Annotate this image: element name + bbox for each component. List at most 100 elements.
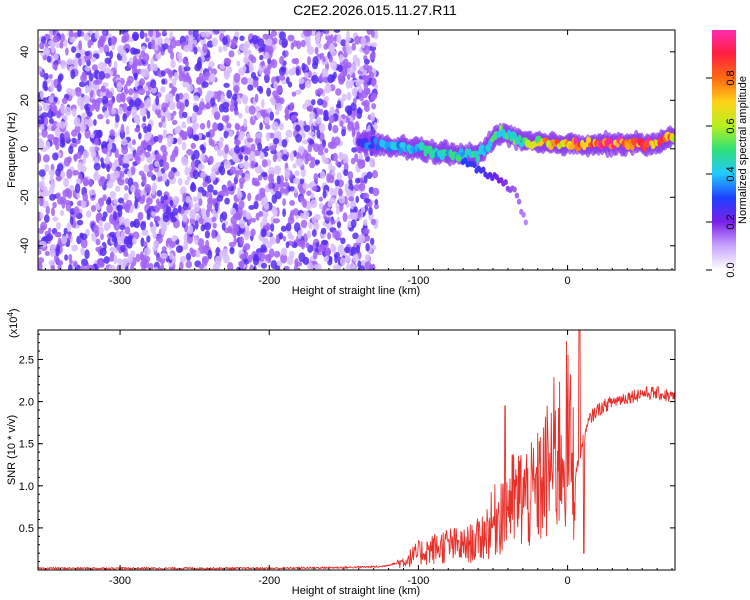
noise-speckle — [66, 189, 73, 199]
noise-speckle — [146, 214, 151, 221]
noise-speckle — [365, 235, 370, 242]
noise-speckle — [150, 39, 156, 50]
noise-speckle — [202, 244, 209, 254]
noise-speckle — [124, 225, 131, 235]
noise-speckle — [141, 229, 149, 236]
noise-speckle — [233, 213, 241, 219]
noise-speckle — [235, 169, 239, 180]
noise-speckle — [47, 227, 52, 234]
noise-speckle — [293, 177, 300, 185]
noise-speckle — [285, 241, 290, 249]
noise-speckle — [305, 242, 310, 249]
noise-speckle — [290, 114, 297, 122]
noise-speckle — [342, 70, 348, 77]
noise-speckle — [353, 88, 358, 98]
noise-speckle — [116, 81, 123, 92]
noise-speckle — [293, 222, 301, 233]
noise-speckle — [373, 30, 379, 40]
noise-speckle — [162, 30, 167, 35]
noise-speckle — [357, 159, 365, 169]
noise-speckle — [284, 187, 289, 195]
noise-speckle — [369, 52, 376, 61]
noise-speckle — [323, 109, 329, 118]
noise-speckle — [121, 145, 129, 155]
noise-speckle — [38, 104, 42, 111]
noise-speckle — [103, 110, 110, 118]
noise-speckle — [137, 211, 144, 221]
noise-speckle — [343, 169, 349, 177]
noise-speckle — [364, 261, 372, 270]
noise-speckle — [204, 103, 212, 110]
noise-speckle — [96, 97, 104, 104]
noise-speckle — [52, 216, 59, 222]
noise-speckle — [263, 238, 268, 245]
noise-speckle — [113, 170, 120, 179]
noise-speckle — [78, 58, 83, 67]
noise-speckle — [212, 222, 217, 229]
ridge-point — [398, 146, 403, 154]
noise-speckle — [162, 150, 168, 157]
noise-speckle — [182, 192, 187, 203]
noise-speckle — [81, 57, 85, 66]
noise-speckle — [117, 236, 125, 245]
noise-speckle — [105, 119, 110, 125]
noise-speckle — [107, 142, 113, 151]
noise-speckle — [358, 79, 365, 85]
noise-speckle — [39, 240, 47, 248]
noise-speckle — [243, 55, 250, 64]
noise-speckle — [111, 107, 116, 115]
noise-speckle — [45, 34, 51, 40]
noise-speckle — [136, 145, 144, 156]
noise-speckle — [211, 229, 216, 239]
noise-speckle — [63, 227, 68, 235]
noise-speckle — [223, 130, 229, 139]
branch-point — [512, 186, 517, 193]
noise-speckle — [183, 240, 189, 251]
noise-speckle — [327, 200, 333, 208]
noise-speckle — [372, 187, 380, 197]
noise-speckle — [315, 241, 320, 248]
noise-speckle — [147, 263, 154, 270]
noise-speckle — [122, 202, 126, 210]
y-tick-label: 0.5 — [19, 523, 34, 535]
noise-speckle — [307, 56, 311, 66]
noise-speckle — [302, 139, 309, 145]
noise-speckle — [269, 145, 277, 151]
noise-speckle — [259, 54, 264, 61]
ridge-point — [606, 137, 613, 145]
noise-speckle — [302, 103, 308, 110]
noise-speckle — [196, 77, 203, 85]
noise-speckle — [208, 76, 213, 83]
noise-speckle — [164, 68, 172, 74]
noise-speckle — [195, 249, 201, 258]
noise-speckle — [271, 121, 279, 131]
noise-speckle — [167, 135, 174, 145]
noise-speckle — [63, 157, 71, 167]
noise-speckle — [137, 60, 143, 67]
noise-speckle — [70, 69, 76, 80]
noise-speckle — [154, 266, 159, 270]
noise-speckle — [282, 198, 286, 207]
noise-speckle — [192, 134, 200, 141]
noise-speckle — [298, 120, 304, 127]
noise-speckle — [232, 152, 238, 163]
noise-speckle — [135, 114, 141, 125]
noise-speckle — [192, 122, 200, 130]
noise-speckle — [261, 262, 267, 269]
noise-speckle — [366, 30, 373, 35]
spectrogram-marks — [38, 30, 675, 270]
noise-speckle — [179, 130, 185, 138]
noise-speckle — [326, 247, 331, 257]
noise-speckle — [66, 168, 73, 179]
noise-speckle — [207, 249, 213, 260]
x-tick-label: -100 — [407, 575, 429, 587]
noise-speckle — [338, 76, 345, 85]
noise-speckle — [352, 97, 357, 104]
noise-speckle — [178, 72, 184, 82]
noise-speckle — [109, 191, 117, 199]
noise-speckle — [194, 63, 201, 72]
noise-speckle — [363, 63, 370, 71]
noise-speckle — [38, 261, 43, 270]
noise-speckle — [363, 45, 370, 55]
noise-speckle — [184, 99, 189, 108]
